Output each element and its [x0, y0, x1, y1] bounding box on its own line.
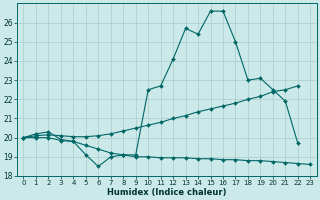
X-axis label: Humidex (Indice chaleur): Humidex (Indice chaleur)	[107, 188, 227, 197]
